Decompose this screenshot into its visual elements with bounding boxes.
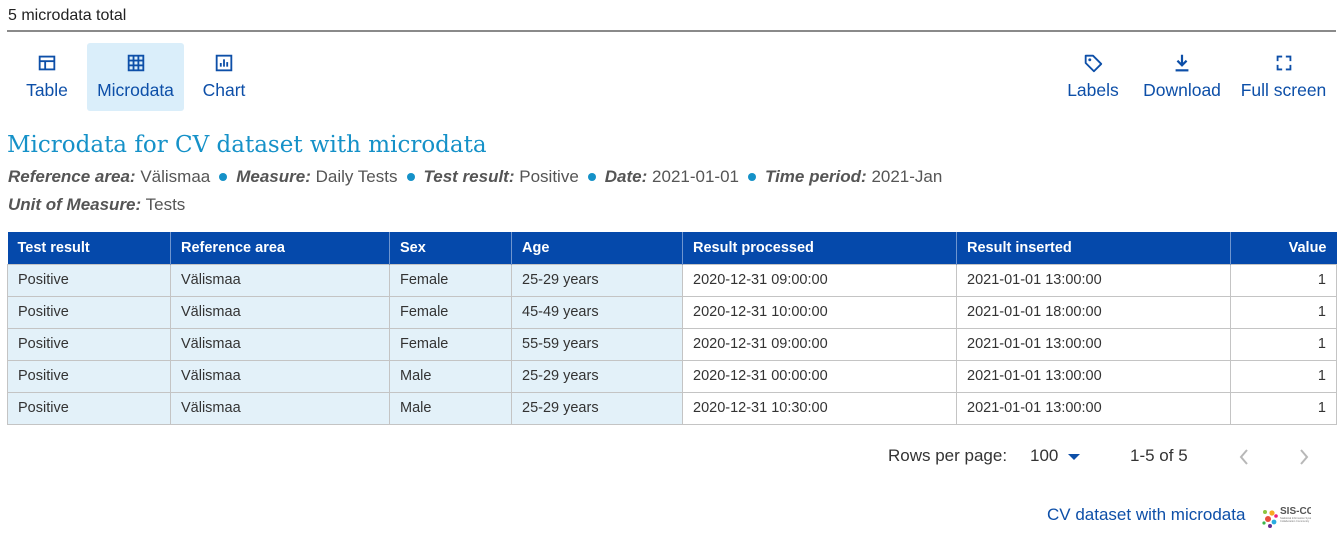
filter-key: Test result: bbox=[423, 167, 515, 186]
table-cell: Positive bbox=[7, 391, 171, 425]
sis-cc-logo: SIS-CC Statistical Information System Co… bbox=[1262, 506, 1311, 528]
filter-value: 2021-Jan bbox=[871, 167, 943, 186]
filter-summary: Reference area: Välismaa Measure: Daily T… bbox=[8, 167, 942, 187]
rows-per-page-select[interactable]: 100 bbox=[1030, 446, 1081, 466]
filter-value: Positive bbox=[519, 167, 579, 186]
svg-text:Statistical Information System: Statistical Information System Collabora… bbox=[1280, 516, 1311, 523]
table-cell: 1 bbox=[1230, 359, 1337, 393]
unit-of-measure: Unit of Measure: Tests bbox=[8, 195, 185, 215]
table-cell: Male bbox=[389, 359, 512, 393]
column-header: Reference area bbox=[170, 232, 390, 264]
divider bbox=[7, 30, 1336, 32]
table-cell: 2021-01-01 13:00:00 bbox=[956, 327, 1231, 361]
table-row: Positive Välismaa Female 45-49 years 2020-12… bbox=[7, 295, 1337, 329]
table-cell: 1 bbox=[1230, 391, 1337, 425]
chevron-right-icon[interactable] bbox=[1297, 447, 1311, 467]
table-cell: 25-29 years bbox=[511, 359, 683, 393]
chart-icon bbox=[215, 54, 233, 72]
fullscreen-label: Full screen bbox=[1240, 80, 1327, 100]
table-cell: Female bbox=[389, 295, 512, 329]
rows-per-page-value: 100 bbox=[1030, 446, 1059, 465]
table-cell: 2020-12-31 10:00:00 bbox=[682, 295, 957, 329]
microdata-count: 5 microdata total bbox=[8, 7, 127, 24]
table-cell: 1 bbox=[1230, 327, 1337, 361]
table-cell: 2021-01-01 13:00:00 bbox=[956, 263, 1231, 297]
table-cell: 2021-01-01 13:00:00 bbox=[956, 391, 1231, 425]
table-view-button[interactable]: Table bbox=[17, 43, 77, 111]
table-cell: 1 bbox=[1230, 295, 1337, 329]
table-cell: Male bbox=[389, 391, 512, 425]
tag-icon bbox=[1084, 54, 1103, 73]
table-row: Positive Välismaa Male 25-29 years 2020-12-3… bbox=[7, 391, 1337, 425]
filter-key: Date: bbox=[604, 167, 648, 186]
column-header: Result processed bbox=[682, 232, 957, 264]
table-cell: 2021-01-01 13:00:00 bbox=[956, 359, 1231, 393]
microdata-table: Test result Reference area Sex Age Resul… bbox=[7, 232, 1337, 425]
column-header: Result inserted bbox=[956, 232, 1231, 264]
column-header: Age bbox=[511, 232, 683, 264]
chart-view-button[interactable]: Chart bbox=[194, 43, 254, 111]
column-header: Value bbox=[1230, 232, 1337, 264]
page-title: Microdata for CV dataset with microdata bbox=[7, 132, 487, 158]
filter-value: Daily Tests bbox=[315, 167, 398, 186]
rows-per-page-label: Rows per page: bbox=[888, 446, 1008, 465]
separator-dot bbox=[587, 172, 596, 181]
table-cell: 2021-01-01 18:00:00 bbox=[956, 295, 1231, 329]
table-cell: Positive bbox=[7, 263, 171, 297]
labels-label: Labels bbox=[1067, 80, 1119, 100]
table-cell: Välismaa bbox=[170, 327, 390, 361]
table-cell: Positive bbox=[7, 295, 171, 329]
table-cell: Välismaa bbox=[170, 295, 390, 329]
column-header: Sex bbox=[389, 232, 512, 264]
download-label: Download bbox=[1143, 80, 1221, 100]
chevron-left-icon[interactable] bbox=[1237, 447, 1251, 467]
table-cell: 25-29 years bbox=[511, 391, 683, 425]
table-cell: 2020-12-31 09:00:00 bbox=[682, 263, 957, 297]
labels-button[interactable]: Labels bbox=[1060, 43, 1126, 111]
table-cell: Female bbox=[389, 327, 512, 361]
table-cell: Positive bbox=[7, 327, 171, 361]
page-range: 1-5 of 5 bbox=[1130, 446, 1188, 465]
caret-down-icon bbox=[1068, 454, 1081, 460]
download-icon bbox=[1175, 54, 1189, 72]
table-cell: 2020-12-31 09:00:00 bbox=[682, 327, 957, 361]
table-cell: Female bbox=[389, 263, 512, 297]
filter-key: Measure: bbox=[236, 167, 311, 186]
table-cell: 25-29 years bbox=[511, 263, 683, 297]
microdata-view-button[interactable]: Microdata bbox=[87, 43, 184, 111]
table-cell: 1 bbox=[1230, 263, 1337, 297]
unit-key: Unit of Measure: bbox=[8, 195, 142, 214]
filter-value: Välismaa bbox=[140, 167, 211, 186]
download-button[interactable]: Download bbox=[1138, 43, 1226, 111]
fullscreen-button[interactable]: Full screen bbox=[1237, 43, 1330, 111]
unit-value: Tests bbox=[145, 195, 186, 214]
table-icon bbox=[38, 55, 56, 71]
table-header-row: Test result Reference area Sex Age Resul… bbox=[7, 232, 1337, 264]
table-cell: 45-49 years bbox=[511, 295, 683, 329]
table-cell: Välismaa bbox=[170, 391, 390, 425]
separator-dot bbox=[748, 172, 756, 181]
chart-view-label: Chart bbox=[202, 80, 246, 100]
filter-value: 2021-01-01 bbox=[652, 167, 739, 186]
table-row: Positive Välismaa Male 25-29 years 2020-12-3… bbox=[7, 359, 1337, 393]
separator-dot bbox=[406, 172, 415, 181]
table-row: Positive Välismaa Female 55-59 years 2020-12… bbox=[7, 327, 1337, 361]
logo-text: SIS-CC bbox=[1280, 506, 1311, 517]
table-cell: 2020-12-31 00:00:00 bbox=[682, 359, 957, 393]
fullscreen-icon bbox=[1276, 55, 1291, 71]
table-cell: 2020-12-31 10:30:00 bbox=[682, 391, 957, 425]
filter-key: Reference area: bbox=[8, 167, 136, 186]
grid-icon bbox=[127, 54, 144, 72]
table-cell: Välismaa bbox=[170, 359, 390, 393]
table-view-label: Table bbox=[26, 80, 68, 100]
table-row: Positive Välismaa Female 25-29 years 2020-12… bbox=[7, 263, 1337, 297]
table-cell: 55-59 years bbox=[511, 327, 683, 361]
table-cell: Välismaa bbox=[170, 263, 390, 297]
table-cell: Positive bbox=[7, 359, 171, 393]
microdata-view-label: Microdata bbox=[97, 80, 174, 100]
column-header: Test result bbox=[7, 232, 171, 264]
dataset-link[interactable]: CV dataset with microdata bbox=[1047, 505, 1246, 524]
separator-dot bbox=[219, 172, 228, 181]
filter-key: Time period: bbox=[765, 167, 867, 186]
